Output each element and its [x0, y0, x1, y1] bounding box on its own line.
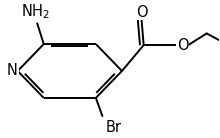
Text: NH$_2$: NH$_2$: [20, 2, 50, 21]
Text: O: O: [136, 5, 147, 20]
Text: O: O: [177, 38, 189, 53]
Text: N: N: [7, 63, 18, 79]
Text: Br: Br: [105, 120, 121, 135]
